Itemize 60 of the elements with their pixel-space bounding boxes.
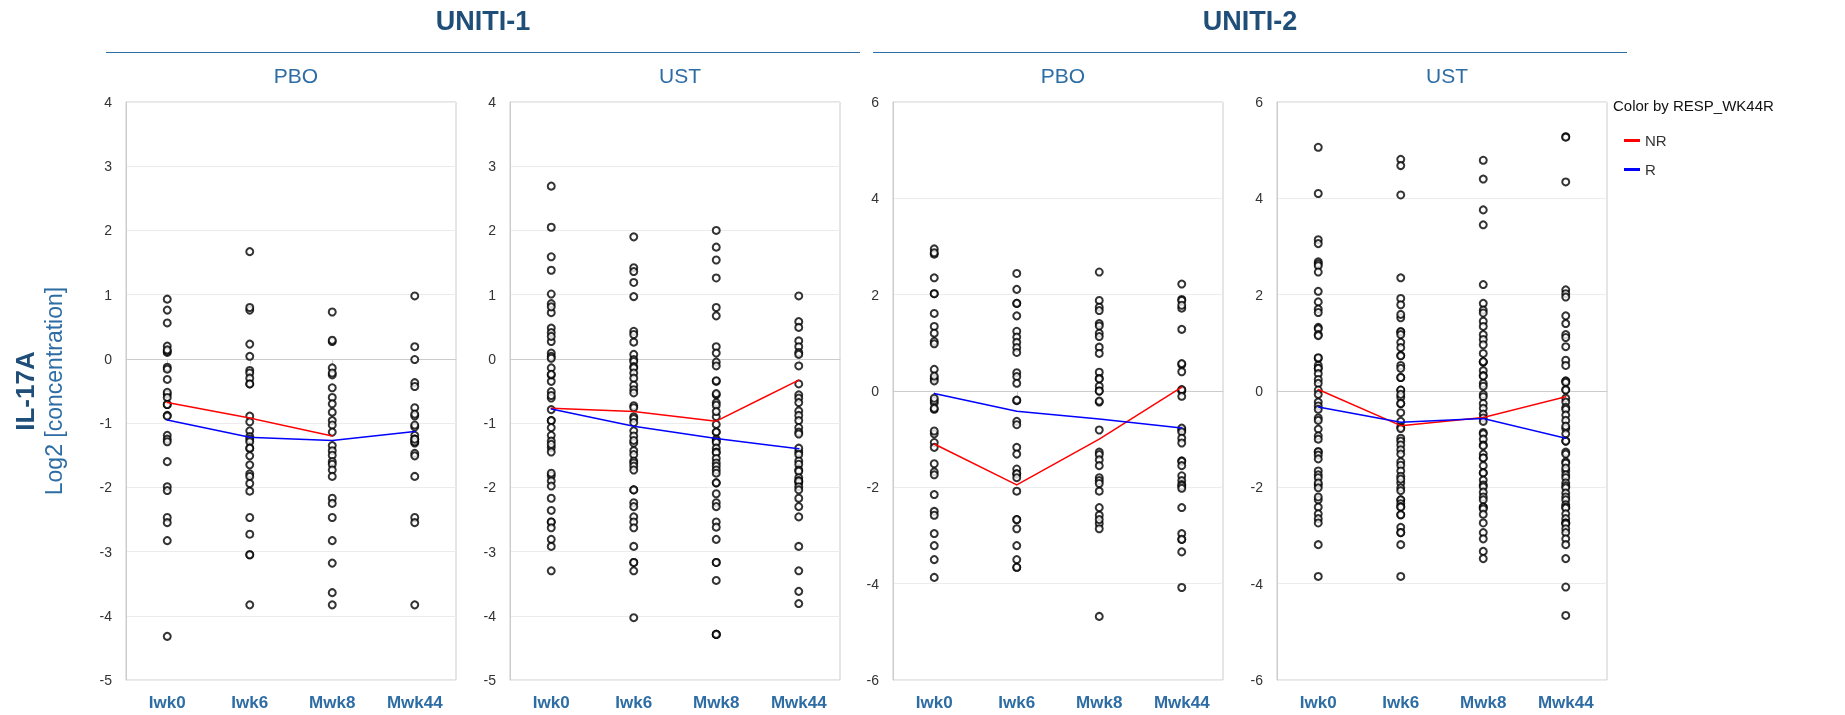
x-tick-label: Iwk0 xyxy=(1299,693,1337,712)
y-tick-label: -3 xyxy=(483,543,497,560)
y-tick-label: -2 xyxy=(483,479,497,496)
y-tick-label: -4 xyxy=(1250,575,1264,592)
y-tick-label: 6 xyxy=(871,94,880,110)
y-tick-label: 1 xyxy=(104,286,113,303)
x-tick-label: Mwk44 xyxy=(1537,693,1595,712)
y-tick-label: 3 xyxy=(488,158,497,175)
y-tick-label: 2 xyxy=(488,222,497,239)
chart-title: UNITI-1 xyxy=(434,6,532,37)
y-tick-label: -1 xyxy=(99,415,113,432)
y-tick-label: 4 xyxy=(871,190,880,207)
legend-label: R xyxy=(1645,161,1656,178)
y-tick-label: -4 xyxy=(99,607,113,624)
x-tick-label: Mwk8 xyxy=(309,693,356,712)
x-tick-label: Mwk44 xyxy=(386,693,444,712)
y-tick-label: -2 xyxy=(866,479,880,496)
x-tick-label: Iwk0 xyxy=(532,693,570,712)
x-tick-label: Mwk8 xyxy=(1076,693,1123,712)
x-tick-label: Mwk44 xyxy=(770,693,828,712)
x-tick-label: Mwk8 xyxy=(693,693,740,712)
y-tick-label: 4 xyxy=(1255,190,1264,207)
chart-subtitle: PBO xyxy=(273,64,319,87)
y-tick-label: -4 xyxy=(866,575,880,592)
y-axis-title: IL-17A Log2 [concentration] xyxy=(10,286,67,496)
y-tick-label: -2 xyxy=(99,479,113,496)
x-tick-label: Iwk6 xyxy=(998,693,1036,712)
y-tick-label: 0 xyxy=(1255,383,1264,399)
chart-subtitle: PBO xyxy=(1040,64,1086,87)
y-tick-label: 4 xyxy=(488,94,497,110)
y-tick-label: -1 xyxy=(483,415,497,432)
y-tick-label: 1 xyxy=(488,286,497,303)
y-tick-label: -6 xyxy=(1250,672,1264,688)
legend-title: Color by RESP_WK44R xyxy=(1613,97,1775,114)
y-tick-label: 2 xyxy=(104,222,113,239)
chart-subtitle: UST xyxy=(1426,64,1469,87)
y-tick-label: -4 xyxy=(483,607,497,624)
y-tick-label: 0 xyxy=(104,350,113,367)
y-tick-label: 3 xyxy=(104,158,113,175)
y-tick-label: 0 xyxy=(488,350,497,367)
x-tick-label: Iwk0 xyxy=(915,693,953,712)
x-tick-label: Iwk6 xyxy=(615,693,653,712)
x-tick-label: Iwk6 xyxy=(231,693,269,712)
y-tick-label: 6 xyxy=(1255,94,1264,110)
legend-label: NR xyxy=(1645,132,1667,149)
y-tick-label: -6 xyxy=(866,672,880,688)
x-tick-label: Iwk6 xyxy=(1382,693,1420,712)
y-tick-label: -5 xyxy=(99,672,113,688)
x-tick-label: Iwk0 xyxy=(148,693,186,712)
y-tick-label: 2 xyxy=(871,286,880,303)
x-tick-label: Mwk8 xyxy=(1460,693,1507,712)
chart-title: UNITI-2 xyxy=(1201,6,1299,37)
y-tick-label: -3 xyxy=(99,543,113,560)
y-tick-label: -2 xyxy=(1250,479,1264,496)
chart-subtitle: UST xyxy=(659,64,702,87)
y-tick-label: 4 xyxy=(104,94,113,110)
y-tick-label: 0 xyxy=(871,383,880,399)
y-tick-label: 2 xyxy=(1255,286,1264,303)
x-tick-label: Mwk44 xyxy=(1153,693,1211,712)
y-tick-label: -5 xyxy=(483,672,497,688)
